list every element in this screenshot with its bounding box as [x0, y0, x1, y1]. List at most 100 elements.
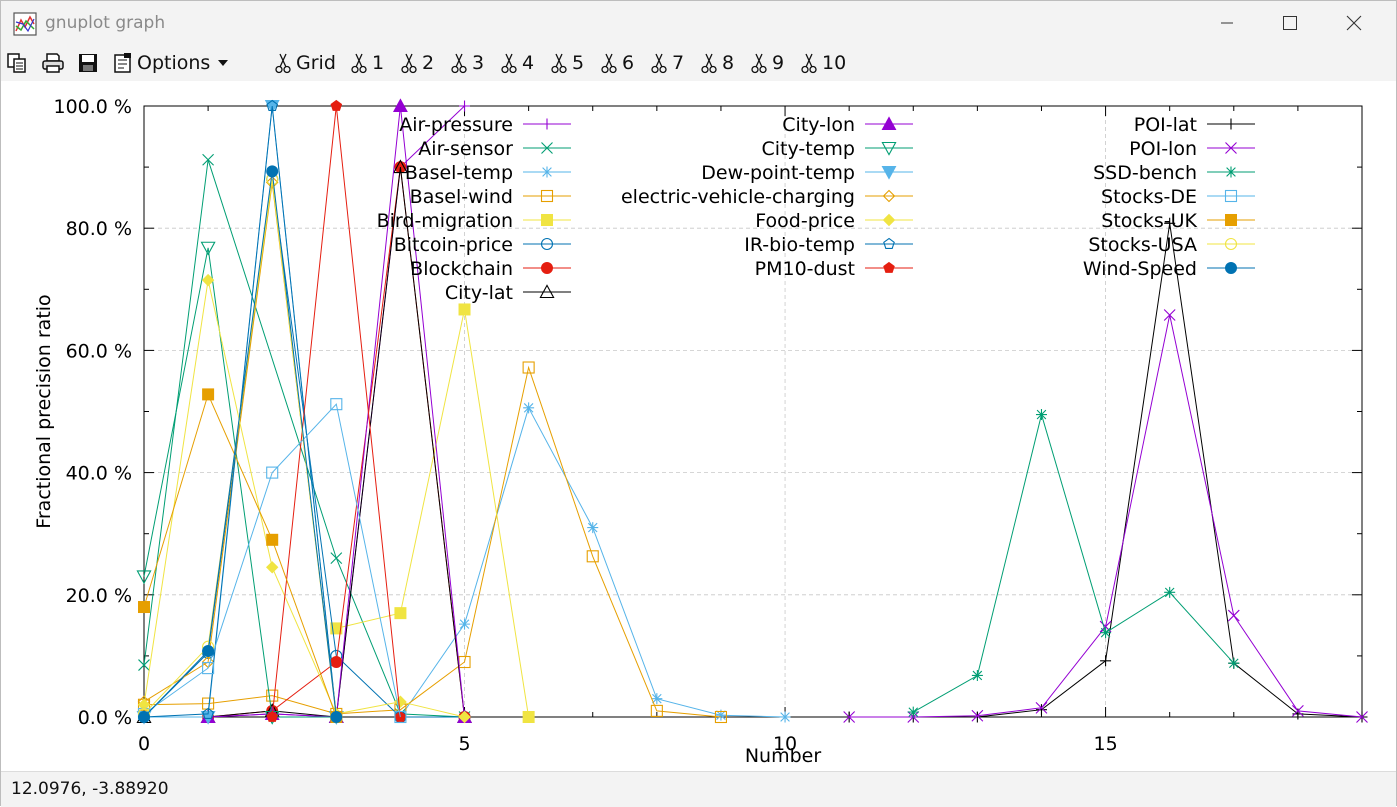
legend-entry: Stocks-DE: [1101, 186, 1255, 208]
scissors-icon: [751, 53, 767, 74]
series-line: [913, 412, 1235, 713]
legend-entry: Food-price: [755, 210, 913, 232]
data-point: [266, 165, 279, 178]
close-button[interactable]: [1325, 1, 1383, 45]
legend-label: City-lon: [782, 114, 855, 136]
minimize-icon: [1221, 22, 1233, 24]
copy-icon: [7, 53, 26, 73]
data-point: [138, 711, 150, 723]
plot-toggle-2-button[interactable]: 2: [399, 50, 434, 76]
data-point: [541, 118, 553, 130]
options-icon: [114, 53, 131, 73]
series-line: [143, 403, 401, 718]
data-point: [265, 176, 279, 189]
line-chart[interactable]: 0 5 10 15 0.0 % 20.0 % 40.0 % 60.0 % 80.0 % 100.0…: [1, 81, 1396, 771]
data-point: [971, 711, 983, 723]
series-line: [143, 182, 337, 714]
grid-toggle-button[interactable]: Grid: [273, 50, 336, 76]
legend-entry: SSD-bench: [1093, 162, 1255, 184]
series-wind-speed: [138, 165, 343, 723]
data-point: [522, 361, 535, 374]
data-point: [266, 561, 279, 574]
data-point: [651, 693, 663, 705]
data-point: [138, 601, 150, 614]
copy-button[interactable]: [6, 50, 28, 76]
data-point: [266, 689, 279, 702]
grid-label: Grid: [296, 52, 336, 74]
legend-label: Stocks-DE: [1101, 186, 1197, 208]
maximize-button[interactable]: [1261, 1, 1319, 45]
minimize-button[interactable]: [1198, 1, 1256, 45]
status-bar: 12.0976, -3.88920: [1, 771, 1396, 807]
data-point: [1225, 142, 1237, 154]
data-point: [266, 710, 278, 722]
data-point: [523, 402, 535, 414]
data-point: [883, 237, 895, 249]
data-point: [1224, 189, 1238, 203]
data-point: [881, 116, 897, 130]
data-point: [1225, 118, 1237, 130]
data-point: [330, 552, 343, 565]
data-point: [650, 704, 663, 717]
options-menu-button[interactable]: Options: [112, 50, 230, 76]
plot-toggle-3-button[interactable]: 3: [449, 50, 484, 76]
plot-toggle-6-button[interactable]: 6: [599, 50, 634, 76]
data-point: [202, 153, 214, 166]
data-point: [843, 711, 856, 723]
print-button[interactable]: [41, 50, 65, 76]
legend-label: PM10-dust: [755, 258, 855, 280]
legend-entry: electric-vehicle-charging: [621, 186, 913, 208]
plot-toggle-9-button[interactable]: 9: [749, 50, 784, 76]
plot-toggle-10-button[interactable]: 10: [799, 50, 846, 76]
plot-area[interactable]: 0 5 10 15 0.0 % 20.0 % 40.0 % 60.0 % 80.0 % 100.0…: [1, 81, 1396, 771]
legend-entry: Dew-point-temp: [701, 162, 913, 184]
data-point: [882, 213, 896, 227]
legend-label: Air-pressure: [399, 114, 513, 136]
plot-toggle-1-button[interactable]: 1: [349, 50, 384, 76]
series-line: [143, 171, 337, 718]
y-tick-label: 20.0 %: [66, 585, 132, 607]
plot-toggle-label: 5: [572, 52, 585, 74]
data-point: [458, 710, 471, 724]
plot-toggle-4-button[interactable]: 4: [499, 50, 534, 76]
plot-toggle-label: 1: [372, 52, 385, 74]
data-point: [459, 100, 471, 112]
legend-entry: Stocks-UK: [1101, 210, 1255, 232]
printer-icon: [42, 53, 64, 73]
dropdown-arrow-icon: [218, 60, 229, 66]
legend-label: City-temp: [762, 138, 855, 160]
data-point: [1100, 655, 1112, 667]
data-point: [540, 189, 554, 203]
plot-toggle-7-button[interactable]: 7: [649, 50, 684, 76]
legend-entry: POI-lat: [1134, 114, 1255, 136]
legend-label: Blockchain: [410, 258, 513, 280]
legend-entry: Blockchain: [410, 258, 571, 280]
data-point: [136, 570, 152, 585]
scissors-icon: [401, 53, 417, 74]
data-point: [1225, 262, 1237, 274]
save-button[interactable]: [77, 50, 99, 76]
plot-toggle-5-button[interactable]: 5: [549, 50, 584, 76]
title-bar[interactable]: gnuplot graph: [1, 1, 1396, 45]
series-stocks-uk: [138, 388, 343, 723]
plot-toggle-label: 10: [822, 52, 847, 74]
legend-entry: Wind-Speed: [1083, 258, 1255, 280]
legend-entry: Stocks-USA: [1088, 234, 1255, 256]
data-point: [394, 607, 407, 620]
legend-label: Basel-wind: [410, 186, 513, 208]
data-point: [522, 711, 535, 723]
data-point: [779, 711, 791, 723]
data-point: [394, 710, 407, 724]
plot-toggle-label: 9: [772, 52, 785, 74]
x-tick-label: 5: [458, 733, 470, 755]
series-bird-migration: [330, 303, 535, 723]
plot-toggle-8-button[interactable]: 8: [699, 50, 734, 76]
window-title: gnuplot graph: [45, 13, 166, 33]
legend-entry: Air-pressure: [399, 114, 571, 136]
legend-label: Dew-point-temp: [701, 162, 855, 184]
data-point: [202, 388, 215, 401]
series-basel-temp: [394, 402, 791, 723]
legend-label: Wind-Speed: [1083, 258, 1197, 280]
legend-entry: Basel-wind: [410, 186, 571, 208]
data-point: [1100, 627, 1112, 639]
